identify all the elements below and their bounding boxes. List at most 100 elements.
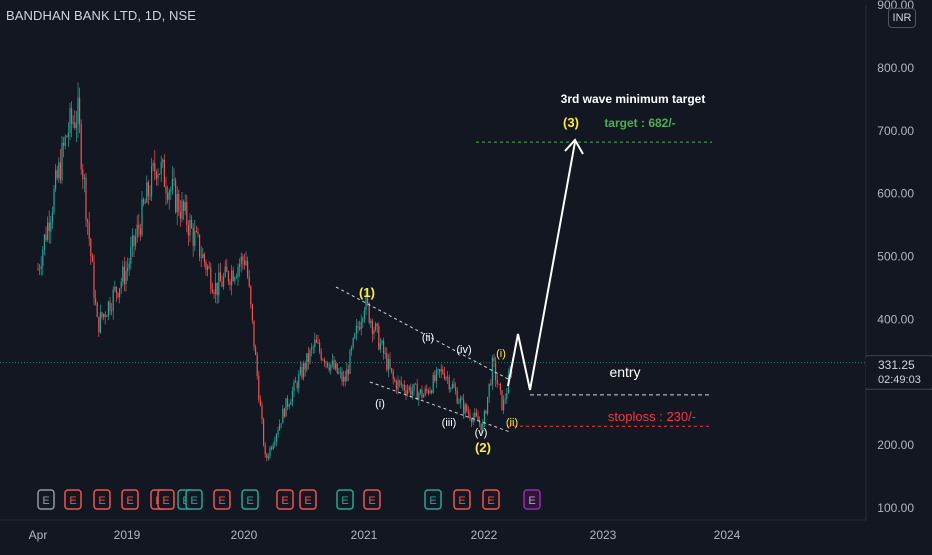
candle-body [453, 384, 455, 388]
candle-body [227, 271, 229, 282]
new-subwave-i-label: (i) [496, 348, 506, 360]
candle-body [463, 399, 465, 414]
candle-body [66, 136, 68, 138]
candle-body [152, 163, 154, 167]
candle-body [37, 269, 39, 270]
candle-body [256, 354, 258, 376]
candle-body [149, 195, 151, 197]
candle-body [437, 369, 439, 371]
candle-body [63, 142, 65, 146]
candle-body [352, 338, 354, 348]
candle-body [181, 201, 183, 219]
candle-body [53, 188, 55, 213]
bar-countdown: 02:49:03 [866, 373, 932, 388]
candle-body [229, 281, 231, 286]
candle-body [367, 295, 369, 304]
candle-body [194, 230, 196, 246]
stoploss-label: stoploss : 230/- [608, 409, 696, 424]
candle-body [435, 370, 437, 382]
candle-body [370, 320, 372, 323]
candle-body [83, 177, 85, 179]
subwave-iv-label: (iv) [456, 344, 471, 356]
candle-body [259, 399, 261, 406]
candle-body [122, 266, 124, 282]
candle-body [258, 375, 260, 400]
candle-body [357, 325, 359, 328]
candle-body [184, 201, 186, 211]
candle-body [162, 159, 164, 163]
candle-body [461, 398, 463, 400]
candle-body [312, 346, 314, 348]
candle-body [333, 360, 335, 369]
candle-body [368, 303, 370, 323]
wedge-lower-line [369, 381, 511, 433]
wedge-upper-line [335, 286, 511, 381]
candle-body [403, 384, 405, 391]
candle-body [274, 441, 276, 445]
earnings-marker-label: E [304, 495, 311, 507]
candle-body [400, 381, 402, 386]
candle-body [272, 444, 274, 449]
candle-body [226, 266, 228, 272]
candle-body [90, 239, 92, 256]
candle-body [120, 281, 122, 289]
candle-body [61, 142, 63, 181]
candle-body [395, 381, 397, 390]
candle-body [299, 367, 301, 375]
candle-body [447, 377, 449, 379]
candle-body [232, 270, 234, 281]
candle-body [104, 314, 106, 318]
currency-badge[interactable]: INR [888, 8, 916, 28]
candle-body [50, 221, 52, 232]
candle-body [125, 271, 127, 285]
candle-body [455, 387, 457, 391]
candle-body [344, 376, 346, 382]
upcoming-earnings-label: E [528, 495, 535, 507]
earnings-marker-label: E [190, 495, 197, 507]
candle-body [279, 423, 281, 431]
earnings-marker [185, 489, 203, 510]
candle-body [423, 395, 425, 398]
candle-body [179, 211, 181, 219]
candle-body [155, 172, 157, 179]
earnings-marker [453, 489, 471, 510]
candle-body [371, 320, 373, 334]
earnings-marker-label: E [69, 495, 76, 507]
candle-body [202, 254, 204, 258]
candle-body [192, 227, 194, 246]
candle-body [213, 292, 215, 294]
candle-body [440, 369, 442, 372]
candle-body [295, 381, 297, 383]
earnings-marker-label: E [341, 495, 348, 507]
candle-body [338, 372, 340, 374]
candle-body [271, 447, 273, 449]
earnings-marker [299, 489, 317, 510]
candle-body [231, 270, 233, 286]
candle-body [474, 412, 476, 418]
candle-body [306, 353, 308, 370]
candle-body [48, 222, 50, 232]
candle-body [429, 390, 431, 394]
candle-body [40, 266, 42, 269]
candle-body [504, 398, 506, 400]
candle-body [266, 454, 268, 459]
symbol-title[interactable]: BANDHAN BANK LTD, 1D, NSE [6, 8, 197, 23]
candle-body [373, 330, 375, 334]
candle-body [111, 310, 113, 312]
candle-body [200, 257, 202, 258]
candle-body [215, 282, 217, 294]
entry-label: entry [609, 364, 640, 380]
candle-body [133, 235, 135, 246]
candle-body [389, 358, 391, 369]
price-tick-label: 400.00 [877, 312, 914, 326]
candle-body [247, 261, 249, 277]
candle-body [391, 368, 393, 372]
candle-body [317, 342, 319, 344]
candle-body [64, 136, 66, 146]
candle-body [325, 361, 327, 364]
candle-body [88, 222, 90, 240]
candle-body [221, 281, 223, 287]
earnings-marker [121, 489, 139, 510]
